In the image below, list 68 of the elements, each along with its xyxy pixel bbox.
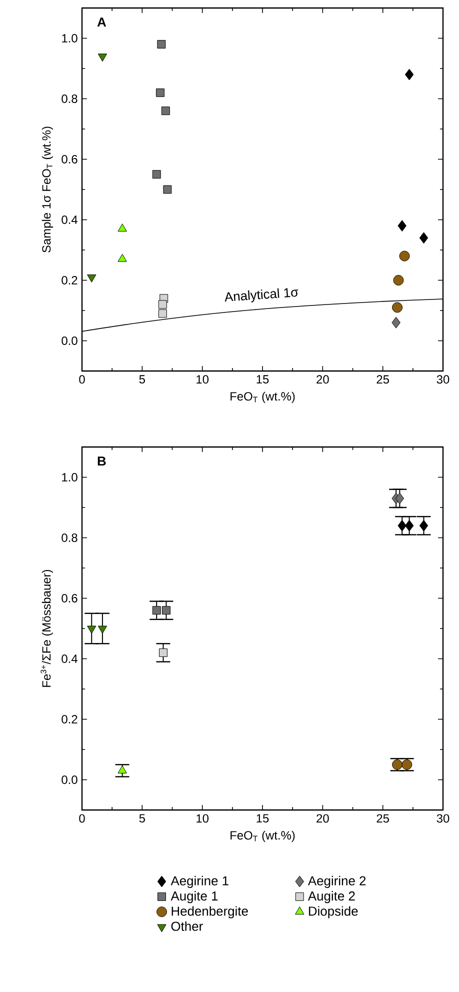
- point: [157, 40, 166, 49]
- point: [393, 275, 404, 286]
- point: [163, 185, 172, 194]
- y-tick-label: 1.0: [62, 34, 78, 42]
- point: [395, 492, 404, 504]
- point: [419, 520, 428, 532]
- legend-label: Augite 2: [308, 891, 355, 904]
- x-tick-label: 5: [139, 814, 145, 823]
- y-tick-label: 0.4: [62, 216, 78, 224]
- point: [404, 68, 414, 80]
- point: [158, 309, 167, 318]
- y-axis-title: Sample 1σ FeO$_{T}$ (wt.%): [42, 126, 54, 252]
- y-tick-label: 0.2: [62, 276, 78, 284]
- point: [398, 520, 406, 532]
- point: [404, 520, 414, 532]
- point: [152, 606, 161, 615]
- x-tick-label: 0: [79, 814, 85, 823]
- text: B: [98, 456, 106, 466]
- point: [87, 274, 96, 282]
- point: [98, 54, 108, 62]
- legend-label: Other: [171, 921, 203, 931]
- x-axis-title: FeO$_{T}$ (wt.%): [230, 830, 295, 842]
- legend-label: Aegirine 2: [308, 876, 366, 888]
- y-tick-label: 1.0: [62, 473, 78, 482]
- legend-label: Diopside: [308, 906, 358, 918]
- series-label: Analytical 1σ: [224, 288, 298, 302]
- point: [118, 254, 127, 262]
- point: [419, 232, 428, 244]
- x-tick-label: 15: [256, 814, 269, 823]
- x-tick-label: 15: [256, 375, 269, 384]
- point: [399, 250, 410, 262]
- y-tick-label: 0.6: [62, 594, 78, 602]
- x-tick-label: 10: [196, 814, 209, 823]
- y-tick-label: 0.8: [62, 94, 78, 103]
- point: [398, 220, 406, 232]
- point: [392, 316, 400, 328]
- y-tick-label: 0.6: [62, 155, 78, 164]
- point: [392, 302, 403, 313]
- x-tick-label: 5: [139, 375, 145, 384]
- point: [118, 224, 127, 232]
- x-tick-label: 10: [196, 375, 209, 384]
- point: [152, 170, 161, 179]
- point: [162, 606, 170, 615]
- y-tick-label: 0.0: [62, 336, 78, 345]
- point: [158, 300, 167, 309]
- y-tick-label: 0.2: [62, 715, 78, 724]
- y-tick-label: 0.4: [62, 654, 78, 663]
- point: [156, 88, 164, 97]
- x-axis-title: FeO$_{T}$ (wt.%): [230, 392, 295, 403]
- point: [161, 106, 170, 116]
- point: [98, 626, 108, 634]
- y-tick-label: 0.8: [62, 534, 78, 542]
- x-tick-label: 30: [436, 814, 450, 823]
- x-tick-label: 30: [436, 375, 450, 384]
- x-tick-label: 20: [316, 814, 329, 823]
- x-tick-label: 25: [376, 814, 389, 823]
- y-tick-label: 0.0: [62, 776, 78, 784]
- point: [87, 626, 96, 634]
- legend-label: Augite 1: [170, 891, 218, 904]
- legend-label: Hedenbergite: [172, 906, 248, 918]
- x-tick-label: 25: [376, 375, 389, 384]
- legend-label: Aegirine 1: [170, 876, 228, 888]
- point: [118, 765, 127, 774]
- x-tick-label: 20: [316, 375, 329, 384]
- y-axis-title: Fe$^{3+}$/ΣFe (Mössbauer): [40, 570, 54, 687]
- point: [158, 648, 168, 657]
- x-tick-label: 0: [79, 375, 85, 384]
- text: A: [97, 18, 106, 27]
